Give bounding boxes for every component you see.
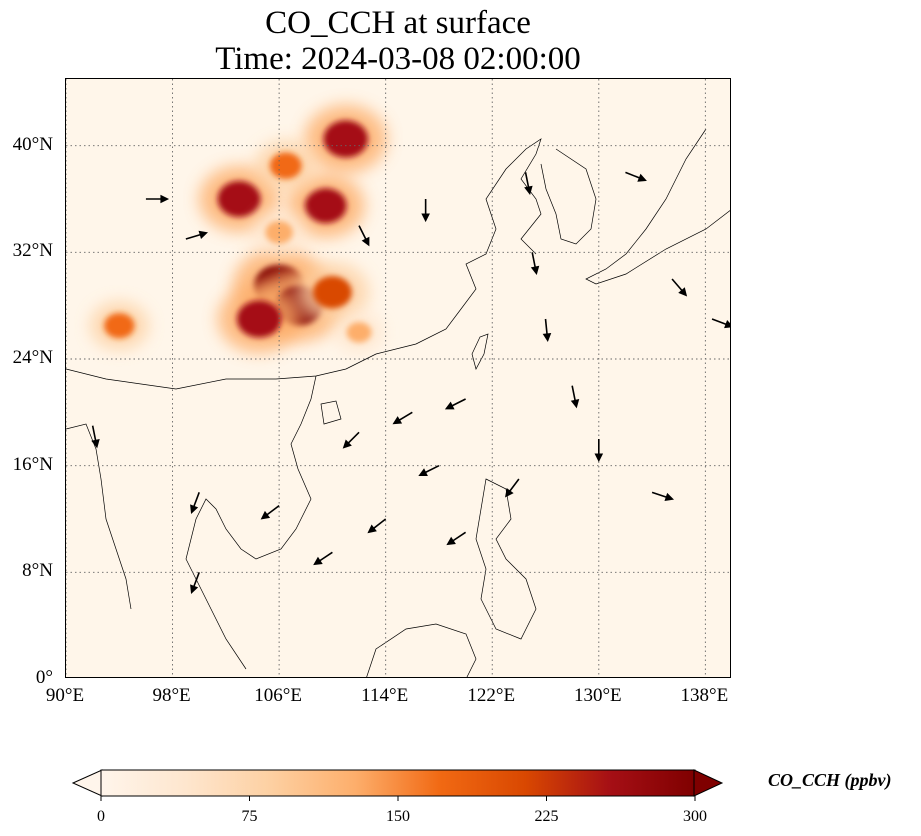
wind-arrow <box>91 425 100 449</box>
wind-arrow <box>313 551 333 566</box>
wind-arrow <box>625 171 647 182</box>
colorbar-gradient <box>100 769 696 797</box>
colorbar-tick-label: 300 <box>683 808 707 825</box>
colorbar-tick-label: 75 <box>241 808 258 825</box>
plume-core <box>346 322 372 343</box>
wind-arrow <box>570 385 580 409</box>
wind-arrow <box>594 439 604 463</box>
longitude-tick-label: 106°E <box>254 685 302 706</box>
latitude-tick-label: 8°N <box>22 560 53 582</box>
wind-arrow <box>505 478 520 498</box>
plume-core <box>323 120 368 158</box>
latitude-tick-label: 16°N <box>12 453 53 475</box>
wind-arrow <box>260 505 280 520</box>
coastline-indochina <box>185 375 317 670</box>
coastline-bay-of-bengal <box>66 423 132 610</box>
wind-arrow <box>358 225 370 247</box>
coastlines <box>66 128 730 677</box>
wind-arrow <box>651 491 675 502</box>
concentration-field <box>90 105 387 353</box>
wind-arrow <box>185 230 209 240</box>
coastline-hainan <box>320 400 342 425</box>
longitude-tick-label: 90°E <box>45 685 85 706</box>
plume-core <box>304 188 347 224</box>
map-background <box>66 79 730 677</box>
wind-arrow <box>524 172 533 196</box>
wind-arrow <box>446 531 467 546</box>
wind-arrow <box>367 518 387 534</box>
wind-arrow <box>530 252 540 276</box>
wind-arrow <box>342 431 360 449</box>
wind-arrow <box>145 194 170 204</box>
wind-arrow <box>392 411 413 425</box>
wind-arrow <box>542 318 552 343</box>
latitude-tick-label: 40°N <box>12 133 53 155</box>
longitude-tick-label: 138°E <box>680 685 729 706</box>
chart-title: CO_CCH at surface <box>265 5 531 41</box>
coastline-china <box>66 138 542 390</box>
latitude-tick-label: 0° <box>35 667 53 688</box>
coastline-philippines <box>475 478 537 640</box>
longitude-tick-label: 122°E <box>467 685 516 706</box>
wind-arrow <box>418 464 440 477</box>
latitude-tick-label: 32°N <box>12 240 53 262</box>
colorbar <box>71 769 724 801</box>
wind-arrow <box>671 278 688 297</box>
wind-arrow <box>421 199 430 223</box>
colorbar-extend-low <box>71 769 103 797</box>
plume-core <box>269 152 302 179</box>
map-canvas <box>66 79 730 677</box>
wind-arrow <box>711 318 730 329</box>
colorbar-extend-high <box>693 769 724 797</box>
coastline-korea <box>540 148 597 245</box>
plume-core <box>236 300 282 338</box>
coastline-taiwan <box>471 333 489 370</box>
wind-vectors <box>91 171 730 594</box>
latitude-tick-label: 24°N <box>12 347 53 368</box>
longitude-tick-label: 130°E <box>573 685 622 706</box>
wind-arrow <box>190 492 200 514</box>
longitude-tick-label: 114°E <box>361 685 409 706</box>
plume-core <box>313 276 352 309</box>
map-panel <box>65 78 731 678</box>
longitude-tick-label: 98°E <box>152 685 191 706</box>
colorbar-tick-label: 0 <box>97 808 105 825</box>
colorbar-tick-label: 225 <box>534 808 559 825</box>
colorbar-title: CO_CCH (ppbv) <box>768 770 892 790</box>
coastline-borneo <box>366 623 477 677</box>
wind-arrow <box>190 572 200 594</box>
coastline-japan <box>585 128 730 285</box>
graticule <box>66 79 730 677</box>
wind-arrow <box>444 398 466 410</box>
plume-core <box>217 181 261 217</box>
colorbar-tick-label: 150 <box>386 808 410 825</box>
plume-core <box>104 313 135 339</box>
chart-subtitle-time: Time: 2024-03-08 02:00:00 <box>215 41 581 77</box>
